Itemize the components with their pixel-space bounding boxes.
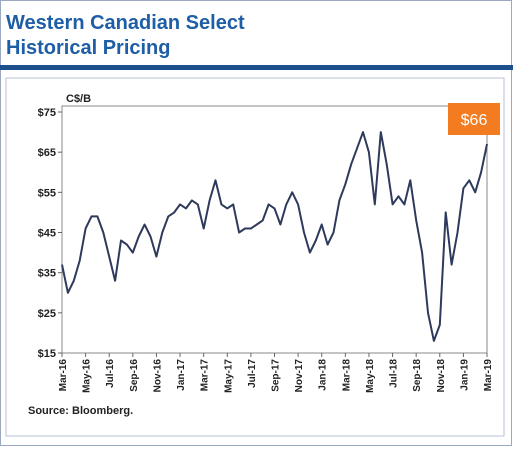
source: Source: Bloomberg. <box>28 405 133 417</box>
plot-area <box>61 105 488 354</box>
price-line <box>61 131 488 342</box>
x-tick-label: Nov-17 <box>294 359 305 393</box>
x-tick-label: Nov-18 <box>436 359 447 393</box>
x-tick-label: Jan-18 <box>318 359 329 391</box>
x-tick-label: May-17 <box>223 359 234 393</box>
x-tick-label: Jan-17 <box>176 359 187 391</box>
x-tick-label: Sep-16 <box>129 359 140 392</box>
y-axis-label: C$/B <box>66 93 91 105</box>
chart-title: Western Canadian Select <box>6 12 245 34</box>
y-tick-label: $25 <box>38 308 56 320</box>
chart-panel <box>5 77 505 437</box>
y-tick-label: $65 <box>38 147 56 159</box>
y-tick-label: $45 <box>38 228 56 240</box>
x-tick-label: May-16 <box>82 359 93 393</box>
y-tick-label: $35 <box>38 268 56 280</box>
x-tick-label: Mar-18 <box>341 359 352 392</box>
y-tick-label: $15 <box>38 348 56 360</box>
annotation-box <box>448 103 500 135</box>
x-tick-label: Jul-18 <box>389 359 400 388</box>
chart-subtitle: Historical Pricing <box>6 37 171 59</box>
annotation: $66 <box>461 112 488 129</box>
x-tick-label: May-18 <box>365 359 376 393</box>
x-tick-label: Mar-19 <box>483 359 494 392</box>
x-tick-label: Mar-16 <box>58 359 69 392</box>
x-tick-label: Sep-17 <box>271 359 282 392</box>
x-tick-label: Jan-19 <box>459 359 470 391</box>
y-tick-label: $55 <box>38 187 56 199</box>
x-tick-label: Jul-17 <box>247 359 258 388</box>
title-rule <box>0 65 513 70</box>
x-tick-label: Jul-16 <box>105 359 116 388</box>
y-tick-label: $75 <box>38 107 56 119</box>
x-tick-label: Nov-16 <box>152 359 163 393</box>
x-tick-label: Mar-17 <box>200 359 211 392</box>
x-tick-label: Sep-18 <box>412 359 423 392</box>
